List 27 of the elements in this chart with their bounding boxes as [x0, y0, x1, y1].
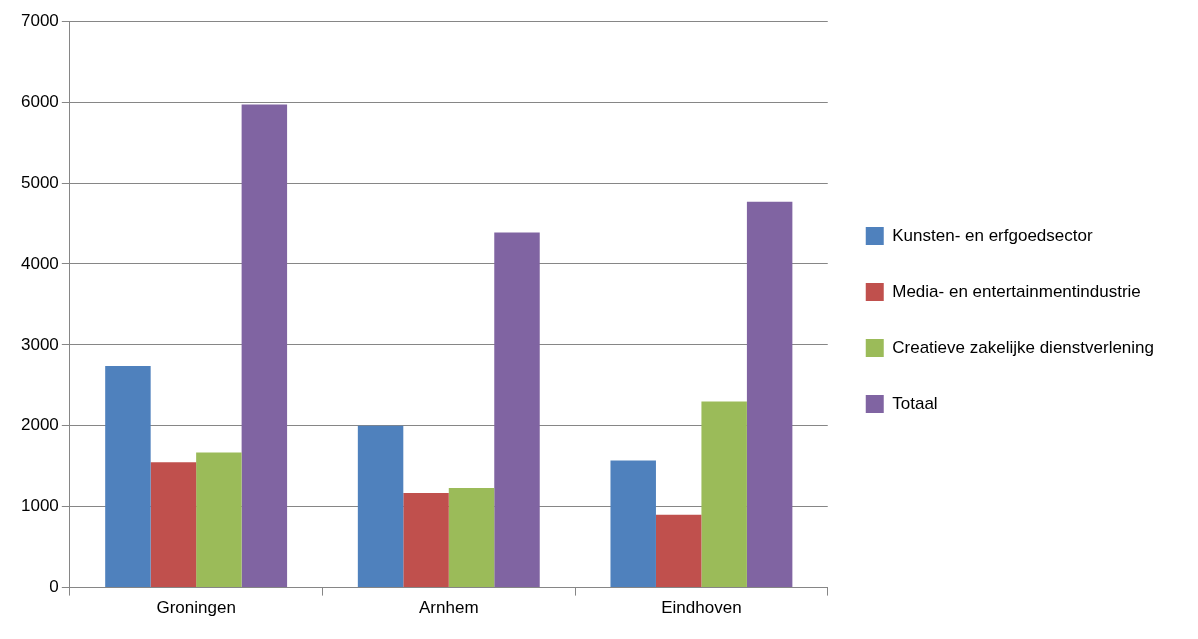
legend-label: Creatieve zakelijke dienstverlening [892, 337, 1154, 357]
bar [746, 201, 793, 588]
x-tick-label: Arnhem [419, 598, 479, 618]
bar [610, 460, 656, 588]
bar [448, 488, 495, 588]
bar [150, 462, 197, 588]
legend-label: Kunsten- en erfgoedsector [892, 225, 1093, 245]
bar [196, 452, 242, 588]
bar [357, 425, 404, 588]
bar [403, 492, 449, 588]
y-tick-label: 2000 [20, 415, 59, 435]
bar [655, 514, 702, 588]
y-tick-label: 7000 [20, 10, 59, 30]
y-tick-label: 6000 [20, 91, 59, 111]
y-tick-label: 3000 [20, 334, 59, 354]
bar [241, 104, 288, 588]
bar [701, 401, 747, 588]
bar [105, 365, 151, 588]
legend-label: Media- en entertainmentindustrie [892, 281, 1141, 301]
y-tick-label: 0 [49, 577, 59, 597]
y-tick-label: 1000 [20, 496, 59, 516]
y-tick-label: 5000 [20, 172, 59, 192]
x-tick-label: Groningen [156, 598, 236, 618]
legend-label: Totaal [892, 393, 938, 413]
x-tick-label: Eindhoven [661, 598, 742, 618]
bar [494, 232, 540, 588]
y-tick-label: 4000 [20, 253, 59, 273]
